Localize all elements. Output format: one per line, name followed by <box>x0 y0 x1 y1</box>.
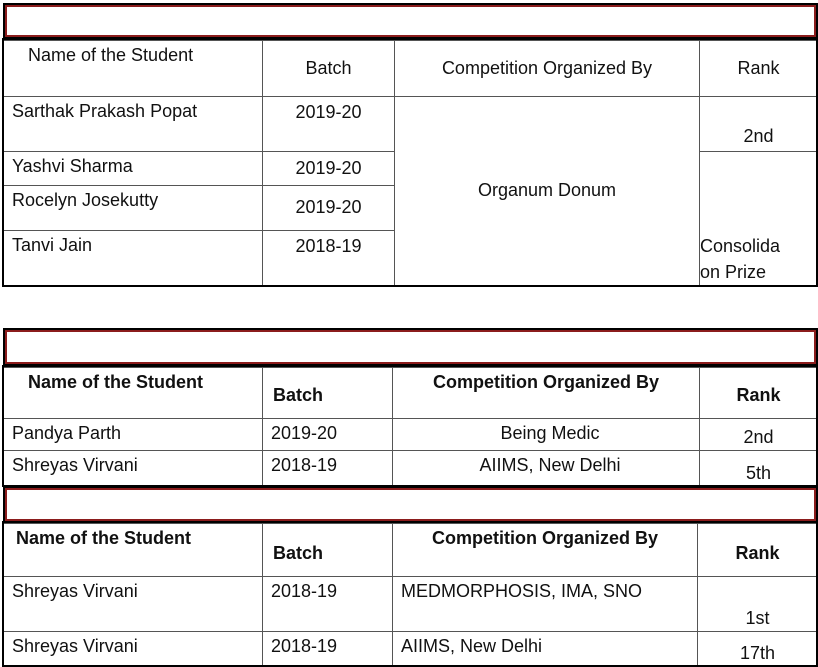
cell-text: Rocelyn Josekutty <box>12 190 159 210</box>
cell-text: 2nd <box>743 125 774 146</box>
table-cell: AIIMS, New Delhi <box>392 450 700 487</box>
table-cell: 2018-19 <box>262 230 395 286</box>
cell-text: Name of the Student <box>16 528 192 548</box>
cell-text: Rank <box>737 57 780 78</box>
cell-text: 2nd <box>743 426 774 447</box>
cell-text: Competition Organized By <box>431 528 658 548</box>
cell-text: Tanvi Jain <box>12 235 93 255</box>
table-cell: 2nd <box>699 96 818 152</box>
table-cell: Rocelyn Josekutty <box>3 185 263 231</box>
cell-text: Yashvi Sharma <box>12 156 133 176</box>
table-cell: 2019-20 <box>262 96 395 152</box>
table-cell: Sarthak Prakash Popat <box>3 96 263 152</box>
cell-text: Name of the Student <box>28 45 194 65</box>
title-bar <box>3 328 818 366</box>
table-cell: 1st <box>697 576 818 632</box>
table-cell: Organum Donum <box>394 96 700 286</box>
table-cell: Yashvi Sharma <box>3 151 263 186</box>
table-cell: Rank <box>699 40 818 97</box>
cell-text: 2019-20 <box>295 102 362 122</box>
header-cell: Competition Organized By <box>392 523 698 577</box>
cell-text: Sarthak Prakash Popat <box>12 101 198 121</box>
table-cell: 2018-19 <box>262 576 393 632</box>
table-cell: Tanvi Jain <box>3 230 263 286</box>
table-cell: Pandya Parth <box>3 418 263 451</box>
table-cell: 2019-20 <box>262 185 395 231</box>
header-cell: Batch <box>262 523 393 577</box>
cell-text: 2019-20 <box>295 157 362 178</box>
table-cell: Name of the Student <box>3 40 263 97</box>
header-cell: Rank <box>697 523 818 577</box>
cell-text: Consolida on Prize <box>700 236 781 282</box>
cell-text: AIIMS, New Delhi <box>479 455 621 475</box>
table-cell: Being Medic <box>392 418 700 451</box>
table-cell: AIIMS, New Delhi <box>392 631 698 667</box>
cell-text: 2019-20 <box>271 423 338 443</box>
cell-text: 1st <box>745 607 770 628</box>
table-cell: 5th <box>699 450 818 487</box>
title-bar <box>3 486 818 523</box>
cell-text: MEDMORPHOSIS, IMA, SNO <box>401 581 643 601</box>
cell-text: 2018-19 <box>271 455 338 475</box>
table-cell: Shreyas Virvani <box>3 450 263 487</box>
header-cell: Name of the Student <box>3 523 263 577</box>
cell-text: 2018-19 <box>295 236 362 256</box>
header-cell: Batch <box>262 367 393 419</box>
cell-text: Shreyas Virvani <box>12 455 138 475</box>
cell-text: 2019-20 <box>295 197 362 218</box>
cell-text: Shreyas Virvani <box>12 636 138 656</box>
table-cell: 2018-19 <box>262 631 393 667</box>
cell-text: Competition Organized By <box>441 57 653 78</box>
cell-text: Name of the Student <box>28 372 204 392</box>
cell-text: AIIMS, New Delhi <box>401 636 543 656</box>
cell-text: 5th <box>745 462 772 483</box>
header-cell: Rank <box>699 367 818 419</box>
cell-text: Organum Donum <box>477 180 617 201</box>
table-cell: Shreyas Virvani <box>3 576 263 632</box>
header-cell: Name of the Student <box>3 367 263 419</box>
cell-text: Batch <box>305 57 352 78</box>
cell-text: Batch <box>273 384 324 405</box>
table-cell: 2019-20 <box>262 151 395 186</box>
cell-text: Rank <box>736 384 781 405</box>
table-cell: Batch <box>262 40 395 97</box>
cell-text: Competition Organized By <box>432 372 659 392</box>
table-cell: Competition Organized By <box>394 40 700 97</box>
cell-text: 17th <box>739 642 776 663</box>
table-cell: MEDMORPHOSIS, IMA, SNO <box>392 576 698 632</box>
cell-text: Pandya Parth <box>12 423 122 443</box>
cell-text: 2018-19 <box>271 636 338 656</box>
table-cell: 17th <box>697 631 818 667</box>
cell-text: Shreyas Virvani <box>12 581 138 601</box>
table-cell: Consolida on Prize <box>699 151 818 286</box>
cell-text: 2018-19 <box>271 581 338 601</box>
header-cell: Competition Organized By <box>392 367 700 419</box>
cell-text: Batch <box>273 542 324 563</box>
cell-text: Rank <box>735 542 780 563</box>
table-cell: 2018-19 <box>262 450 393 487</box>
table-cell: 2019-20 <box>262 418 393 451</box>
table-cell: Shreyas Virvani <box>3 631 263 667</box>
title-bar <box>3 3 818 39</box>
cell-text: Being Medic <box>500 423 600 443</box>
table-cell: 2nd <box>699 418 818 451</box>
